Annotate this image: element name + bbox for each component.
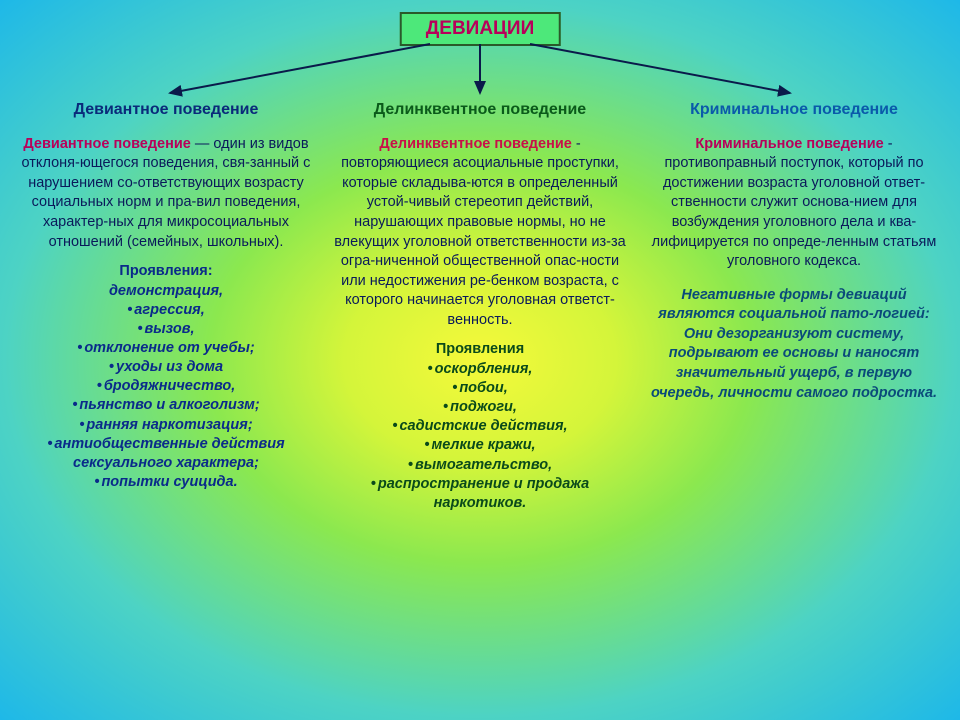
root-label: ДЕВИАЦИИ: [426, 18, 535, 39]
manifest-item: садистские действия,: [332, 417, 628, 436]
col3-term: Криминальное поведение: [695, 136, 883, 152]
manifest-item: вызов,: [18, 320, 314, 339]
col3-note: Негативные формы девиаций являются социа…: [646, 286, 942, 403]
manifest-item: побои,: [332, 379, 628, 398]
manifest-item: оскорбления,: [332, 360, 628, 379]
col2-manifest-list: оскорбления,побои,поджоги,садистские дей…: [332, 360, 628, 513]
manifest-item: попытки суицида.: [18, 473, 314, 492]
col1-manifest-list: демонстрация,агрессия,вызов,отклонение о…: [18, 282, 314, 492]
column-deviant: Девиантное поведение Девиантное поведени…: [18, 100, 314, 513]
col1-heading: Девиантное поведение: [18, 100, 314, 121]
manifest-item: распространение и продажа наркотиков.: [332, 475, 628, 513]
column-criminal: Криминальное поведение Криминальное пове…: [646, 100, 942, 513]
manifest-item: агрессия,: [18, 301, 314, 320]
col1-def-text: — один из видов отклоня-ющегося поведени…: [22, 136, 311, 250]
root-node: ДЕВИАЦИИ: [400, 12, 561, 46]
col3-definition: Криминальное поведение - противоправный …: [646, 135, 942, 272]
manifest-item: антиобщественные действия сексуального х…: [18, 435, 314, 473]
manifest-item: демонстрация,: [18, 282, 314, 301]
col3-def-text: - противоправный поступок, который по до…: [652, 136, 937, 269]
manifest-item: вымогательство,: [332, 456, 628, 475]
manifest-item: бродяжничество,: [18, 377, 314, 396]
manifest-item: пьянство и алкоголизм;: [18, 396, 314, 415]
manifest-item: мелкие кражи,: [332, 436, 628, 455]
manifest-item: поджоги,: [332, 398, 628, 417]
col2-def-text: - повторяющиеся асоциальные проступки, к…: [334, 136, 625, 328]
col2-term: Делинквентное поведение: [379, 136, 571, 152]
col2-manifest-title: Проявления: [332, 340, 628, 360]
col2-heading: Делинквентное поведение: [332, 100, 628, 121]
manifest-item: уходы из дома: [18, 358, 314, 377]
columns-container: Девиантное поведение Девиантное поведени…: [0, 0, 960, 523]
column-delinquent: Делинквентное поведение Делинквентное по…: [332, 100, 628, 513]
col2-definition: Делинквентное поведение - повторяющиеся …: [332, 135, 628, 331]
manifest-item: отклонение от учебы;: [18, 339, 314, 358]
manifest-item: ранняя наркотизация;: [18, 416, 314, 435]
col1-manifest-title: Проявления:: [18, 262, 314, 282]
col3-heading: Криминальное поведение: [646, 100, 942, 121]
col1-term: Девиантное поведение: [23, 136, 190, 152]
col1-definition: Девиантное поведение — один из видов отк…: [18, 135, 314, 252]
